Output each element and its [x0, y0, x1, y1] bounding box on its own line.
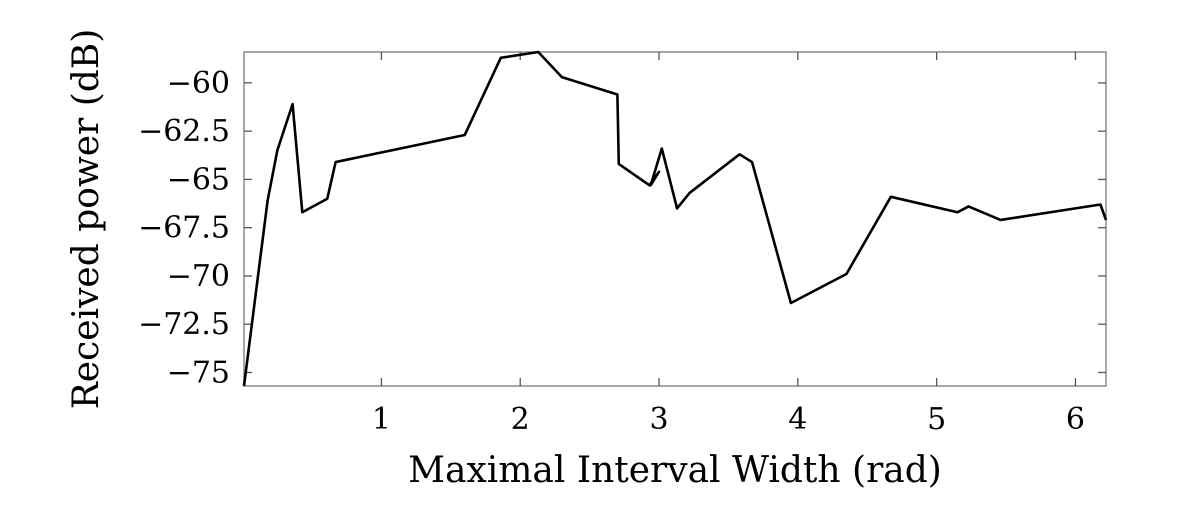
y-tick-label: −60 — [167, 66, 230, 101]
plot-frame — [243, 51, 1107, 387]
x-tick-labels: 1 2 3 4 5 6 — [372, 402, 1085, 437]
y-tick-label: −72.5 — [138, 307, 230, 342]
x-tick-label: 4 — [788, 402, 807, 437]
y-tick-label: −62.5 — [138, 114, 230, 149]
x-tick-label: 5 — [927, 402, 946, 437]
y-tick-label: −67.5 — [138, 211, 230, 246]
y-tick-label: −75 — [167, 355, 230, 390]
y-axis-label: Received power (dB) — [66, 29, 107, 410]
y-tick-labels: −75 −72.5 −70 −67.5 −65 −62.5 −60 — [138, 66, 230, 391]
data-series-line — [242, 50, 1108, 387]
x-axis-label: Maximal Interval Width (rad) — [408, 450, 942, 491]
y-tick-label: −65 — [167, 162, 230, 197]
x-tick-label: 3 — [649, 402, 668, 437]
x-tick-label: 6 — [1066, 402, 1085, 437]
y-tick-label: −70 — [167, 259, 230, 294]
axis-ticks — [244, 52, 1106, 386]
x-tick-label: 1 — [372, 402, 391, 437]
x-tick-label: 2 — [511, 402, 530, 437]
